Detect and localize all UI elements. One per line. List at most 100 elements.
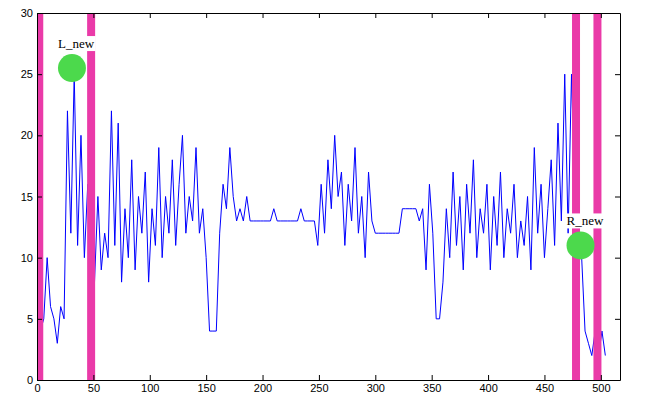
tick: [432, 13, 433, 18]
x-axis: 0 50 100 150 200 250 300 350 400 450 500: [34, 375, 620, 394]
tick: 20: [21, 129, 42, 141]
tick: 30: [21, 7, 42, 19]
tick: [319, 13, 320, 18]
tick-mark: [150, 375, 151, 380]
tick: [615, 319, 620, 320]
y-axis-right-line: [620, 14, 621, 381]
tick: 5: [27, 313, 42, 325]
tick-label: 100: [141, 382, 159, 394]
tick: [150, 13, 151, 18]
annotation-marker: [567, 231, 595, 259]
tick-mark: [93, 13, 94, 18]
tick: 100: [141, 375, 159, 394]
tick: [488, 13, 489, 18]
tick: [615, 74, 620, 75]
tick-label: 50: [88, 382, 100, 394]
tick-mark: [432, 375, 433, 380]
tick-mark: [319, 13, 320, 18]
tick-label: 5: [27, 313, 33, 325]
tick-mark: [615, 13, 620, 14]
tick-mark: [37, 74, 42, 75]
tick-label: 0: [27, 374, 33, 386]
label-patch: [566, 213, 605, 228]
chart: 0 50 100 150 200 250 300 350 400 450 500 0 5 10 15 20 25…: [0, 0, 654, 405]
tick-label: 200: [254, 382, 272, 394]
marker-bar: [572, 13, 580, 380]
tick-mark: [37, 135, 42, 136]
tick-mark: [544, 375, 545, 380]
tick-label: 400: [479, 382, 497, 394]
tick-label: 350: [423, 382, 441, 394]
tick: [375, 13, 376, 18]
tick-mark: [206, 13, 207, 18]
annotation-label: R_new: [567, 213, 604, 228]
tick: [615, 13, 620, 14]
tick-mark: [93, 375, 94, 380]
tick: [544, 13, 545, 18]
tick-label: 500: [592, 382, 610, 394]
tick: [263, 13, 264, 18]
tick: [601, 13, 602, 18]
tick-mark: [488, 13, 489, 18]
tick: 300: [367, 375, 385, 394]
tick-label: 250: [310, 382, 328, 394]
tick-mark: [206, 375, 207, 380]
tick-label: 25: [21, 68, 33, 80]
tick: [615, 197, 620, 198]
tick: [93, 13, 94, 18]
tick: [615, 380, 620, 381]
tick: 15: [21, 191, 42, 203]
annotation-label: L_new: [58, 36, 95, 51]
annotation-marker: [58, 54, 86, 82]
tick: [206, 13, 207, 18]
x-axis-top: [38, 13, 621, 18]
tick: 350: [423, 375, 441, 394]
tick-mark: [263, 13, 264, 18]
tick-mark: [615, 135, 620, 136]
y-axis: 0 5 10 15 20 25 30: [21, 7, 42, 386]
y-axis-right: [615, 14, 621, 381]
tick: 500: [592, 375, 610, 394]
tick: 25: [21, 68, 42, 80]
tick: 0: [27, 374, 42, 386]
plot-area: [37, 13, 605, 380]
tick-label: 300: [367, 382, 385, 394]
tick: [615, 135, 620, 136]
tick-mark: [319, 375, 320, 380]
tick: 450: [536, 375, 554, 394]
tick-mark: [263, 375, 264, 380]
tick: [615, 258, 620, 259]
tick-mark: [601, 13, 602, 18]
tick-mark: [37, 13, 42, 14]
data-line: [37, 74, 605, 355]
tick-mark: [375, 375, 376, 380]
marker-bar: [87, 13, 95, 380]
tick-mark: [615, 74, 620, 75]
tick-mark: [615, 380, 620, 381]
tick-mark: [150, 13, 151, 18]
tick-mark: [37, 197, 42, 198]
tick-mark: [432, 13, 433, 18]
marker-bar: [593, 13, 601, 380]
label-patch: [57, 36, 96, 51]
tick-mark: [601, 375, 602, 380]
tick-mark: [37, 380, 42, 381]
background: [0, 0, 654, 405]
tick-label: 20: [21, 129, 33, 141]
tick-mark: [615, 197, 620, 198]
tick: 400: [479, 375, 497, 394]
tick-mark: [615, 258, 620, 259]
tick: 150: [197, 375, 215, 394]
tick-mark: [37, 319, 42, 320]
tick-mark: [375, 13, 376, 18]
tick-mark: [615, 319, 620, 320]
tick-label: 450: [536, 382, 554, 394]
tick-mark: [488, 375, 489, 380]
tick: 10: [21, 252, 42, 264]
tick-mark: [544, 13, 545, 18]
tick-mark: [37, 258, 42, 259]
tick-label: 15: [21, 191, 33, 203]
tick-label: 0: [34, 382, 40, 394]
tick-label: 10: [21, 252, 33, 264]
tick-label: 150: [197, 382, 215, 394]
